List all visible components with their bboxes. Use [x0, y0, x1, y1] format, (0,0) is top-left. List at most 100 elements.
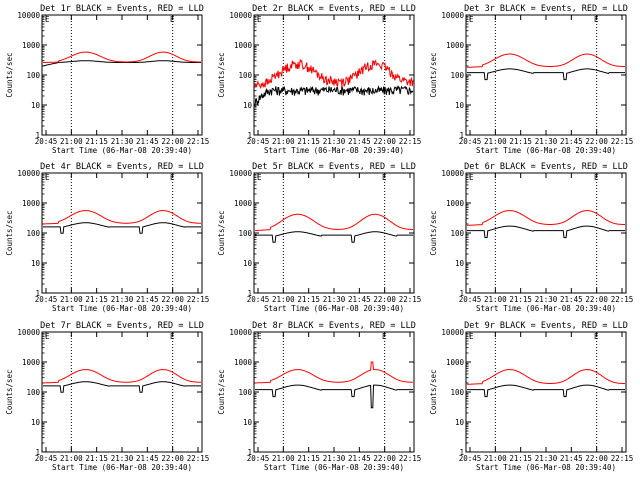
- y-tick-label: 10000: [441, 169, 464, 178]
- x-tick-label: 22:15: [611, 295, 634, 304]
- x-tick-label: 22:00: [585, 137, 608, 146]
- y-tick-label: 10: [31, 259, 41, 268]
- series-lld: [42, 369, 202, 384]
- y-tick-label: 1: [247, 448, 252, 457]
- y-axis-label: Counts/sec: [429, 369, 438, 414]
- x-axis-label: Start Time (06-Mar-08 20:39:40): [476, 463, 616, 472]
- y-tick-label: 1000: [234, 41, 253, 50]
- panel-det-6: Det 6r BLACK = Events, RED = LLD 1 10 100 10…: [429, 162, 633, 313]
- y-tick-label: 10: [243, 418, 253, 427]
- x-tick-label: 22:00: [161, 295, 184, 304]
- x-tick-label: 21:30: [535, 454, 558, 463]
- series-lld: [255, 213, 413, 232]
- series-lld: [467, 369, 626, 385]
- x-tick-label: 21:00: [60, 295, 83, 304]
- x-axis-label: Start Time (06-Mar-08 20:39:40): [52, 463, 192, 472]
- y-axis-label: Counts/sec: [217, 210, 226, 255]
- x-tick-label: 22:15: [399, 295, 422, 304]
- x-tick-label: 21:00: [484, 295, 507, 304]
- y-tick-label: 10000: [229, 169, 252, 178]
- plot-frame: [253, 331, 415, 453]
- y-tick-label: 10000: [229, 11, 252, 20]
- x-tick-label: 21:15: [85, 454, 108, 463]
- x-tick-label: 21:45: [560, 295, 583, 304]
- y-tick-label: 1: [459, 289, 464, 298]
- y-tick-label: 10: [455, 418, 465, 427]
- y-tick-label: 100: [238, 388, 252, 397]
- plot-frame: [465, 14, 627, 136]
- series-events: [467, 384, 625, 398]
- x-tick-label: 20:45: [247, 454, 270, 463]
- y-tick-label: 1: [35, 448, 40, 457]
- series-lld: [467, 53, 625, 68]
- y-tick-label: 10: [455, 259, 465, 268]
- y-axis-label: Counts/sec: [429, 210, 438, 255]
- x-tick-label: 21:15: [509, 454, 532, 463]
- x-tick-label: 22:00: [585, 454, 608, 463]
- x-tick-label: 21:30: [535, 295, 558, 304]
- corner-glyph: E: [594, 15, 599, 24]
- panel-det-7: Det 7r BLACK = Events, RED = LLD 1 10 100 10…: [5, 321, 209, 472]
- corner-glyph-left: E: [257, 173, 262, 182]
- corner-glyph: E: [382, 332, 387, 341]
- x-tick-label: 21:00: [272, 454, 295, 463]
- panel-det-3: Det 3r BLACK = Events, RED = LLD 1 10 100 10…: [429, 4, 633, 155]
- x-axis-label: Start Time (06-Mar-08 20:39:40): [264, 146, 404, 155]
- y-tick-label: 1000: [22, 41, 41, 50]
- corner-glyph: E: [594, 332, 599, 341]
- series-lld: [254, 58, 414, 89]
- series-events: [467, 68, 625, 81]
- y-tick-label: 100: [26, 388, 40, 397]
- series-events: [42, 60, 201, 67]
- x-tick-label: 21:30: [111, 454, 134, 463]
- x-tick-label: 21:15: [509, 295, 532, 304]
- panel-title: Det 5r BLACK = Events, RED = LLD: [252, 162, 416, 172]
- x-tick-label: 22:00: [373, 137, 396, 146]
- series-events: [255, 231, 413, 243]
- x-tick-label: 21:45: [348, 295, 371, 304]
- series-events: [43, 222, 201, 234]
- y-tick-label: 1: [459, 448, 464, 457]
- y-tick-label: 1000: [446, 199, 465, 208]
- series-events: [254, 85, 414, 107]
- y-axis-label: Counts/sec: [5, 52, 14, 97]
- y-tick-label: 1000: [22, 199, 41, 208]
- y-tick-label: 1000: [234, 199, 253, 208]
- panel-title: Det 3r BLACK = Events, RED = LLD: [464, 4, 628, 14]
- y-tick-label: 10000: [17, 169, 40, 178]
- y-axis-label: Counts/sec: [5, 210, 14, 255]
- x-tick-label: 21:45: [348, 454, 371, 463]
- y-axis-label: Counts/sec: [217, 52, 226, 97]
- x-tick-label: 22:00: [161, 454, 184, 463]
- y-tick-label: 1: [459, 131, 464, 140]
- series-events: [467, 225, 625, 239]
- x-tick-label: 22:00: [585, 295, 608, 304]
- plot-frame: [41, 331, 203, 453]
- panel-title: Det 1r BLACK = Events, RED = LLD: [40, 4, 204, 14]
- x-tick-label: 22:15: [187, 454, 210, 463]
- x-tick-label: 21:15: [85, 295, 108, 304]
- panel-title: Det 6r BLACK = Events, RED = LLD: [464, 162, 628, 172]
- x-tick-label: 20:45: [459, 137, 482, 146]
- x-tick-label: 21:45: [560, 137, 583, 146]
- y-tick-label: 1: [247, 289, 252, 298]
- y-tick-label: 10000: [17, 11, 40, 20]
- panel-det-1: Det 1r BLACK = Events, RED = LLD 1 10 100 10…: [5, 4, 209, 155]
- y-tick-label: 100: [238, 229, 252, 238]
- series-lld: [254, 361, 414, 384]
- y-tick-label: 1: [35, 289, 40, 298]
- x-tick-label: 22:15: [399, 137, 422, 146]
- x-axis-label: Start Time (06-Mar-08 20:39:40): [264, 463, 404, 472]
- x-tick-label: 22:15: [187, 295, 210, 304]
- y-tick-label: 1000: [446, 358, 465, 367]
- x-tick-label: 20:45: [459, 295, 482, 304]
- x-tick-label: 22:15: [187, 137, 210, 146]
- panel-det-2: Det 2r BLACK = Events, RED = LLD 1 10 100 10…: [217, 4, 421, 155]
- plot-frame: [41, 172, 203, 294]
- series-events: [43, 381, 201, 393]
- panel-det-5: Det 5r BLACK = Events, RED = LLD 1 10 100 10…: [217, 162, 421, 313]
- x-axis-label: Start Time (06-Mar-08 20:39:40): [52, 304, 192, 313]
- x-tick-label: 20:45: [247, 295, 270, 304]
